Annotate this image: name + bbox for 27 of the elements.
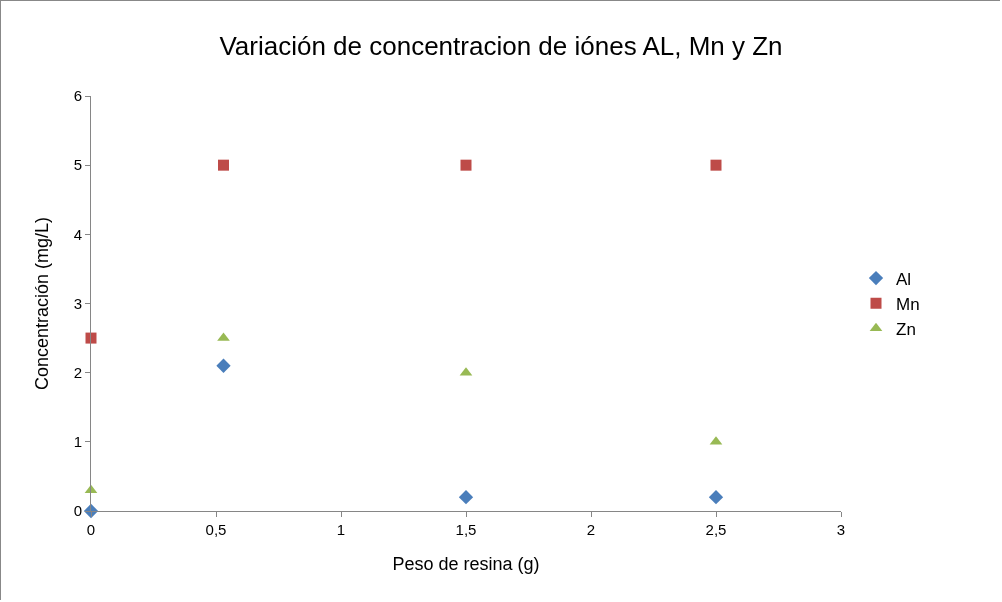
x-tick-label: 2 [586,521,596,538]
y-tick-label: 2 [73,363,82,381]
x-tick-label: 3 [836,521,846,538]
point [218,159,229,171]
point [710,159,722,171]
y-tick-label: 3 [73,294,82,312]
chart-title: Variación de concentracion de iónes AL, Mn y Zn [219,31,783,62]
x-tick-label: 0 [86,521,96,538]
x-tick-label: 0,5 [205,521,227,538]
x-axis-title: Peso de resina (g) [392,554,540,575]
x-tick-label: 1 [336,521,346,538]
point [216,358,231,373]
x-tick-label: 2,5 [705,521,727,538]
point [708,490,724,505]
y-tick-label: 4 [73,225,82,243]
legend-label: Mn [896,294,920,314]
y-axis-title: Concentración (mg/L) [31,216,52,391]
x-tick-label: 1,5 [455,521,477,538]
y-tick-label: 6 [73,87,82,105]
y-tick-label: 0 [73,502,82,520]
legend-label: Zn [896,319,916,339]
point [85,332,97,344]
point [458,490,474,505]
y-tick-label: 1 [73,433,82,451]
y-tick-label: 5 [73,156,82,174]
point [460,159,472,171]
legend-label: Al [896,269,912,289]
